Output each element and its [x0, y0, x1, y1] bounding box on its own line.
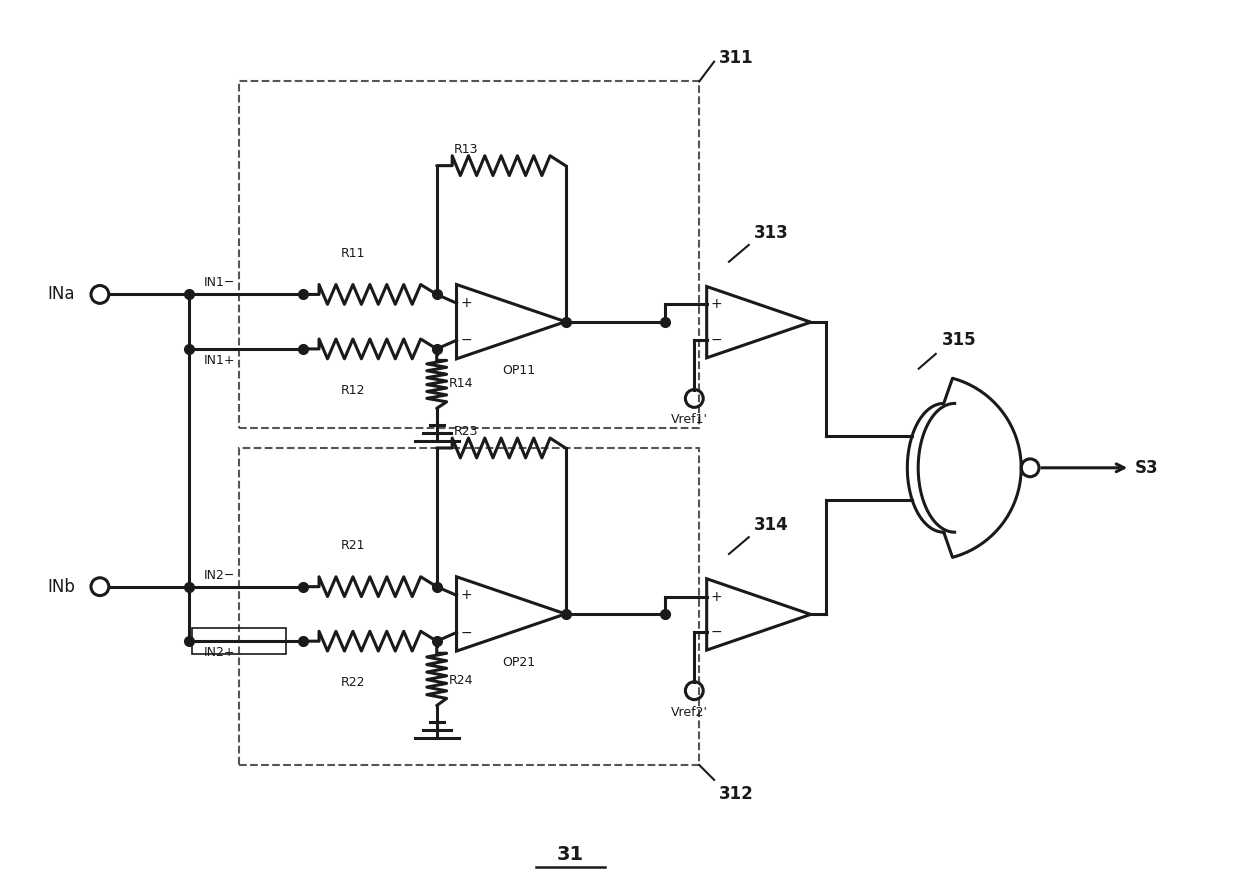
Text: −: −	[711, 625, 723, 639]
Text: Vref2': Vref2'	[671, 705, 708, 719]
Text: +: +	[711, 297, 723, 312]
Text: 315: 315	[941, 331, 976, 349]
Text: 313: 313	[754, 224, 789, 242]
Text: −: −	[460, 333, 472, 347]
Text: +: +	[711, 589, 723, 604]
Text: 311: 311	[719, 48, 754, 67]
Text: R12: R12	[340, 384, 365, 396]
Text: R14: R14	[449, 377, 474, 390]
Text: IN1−: IN1−	[203, 277, 236, 289]
Text: INa: INa	[47, 286, 76, 304]
Text: 312: 312	[719, 785, 754, 803]
Text: R11: R11	[340, 246, 365, 260]
Text: R21: R21	[340, 539, 365, 552]
Text: IN2+: IN2+	[203, 647, 236, 659]
Text: 314: 314	[754, 516, 789, 534]
Text: R13: R13	[454, 143, 479, 155]
Text: OP21: OP21	[502, 656, 536, 669]
Text: INb: INb	[47, 578, 76, 596]
Text: IN2−: IN2−	[203, 569, 236, 581]
Text: IN1+: IN1+	[203, 354, 236, 367]
Text: +: +	[460, 296, 472, 310]
Text: S3: S3	[1135, 459, 1158, 477]
Text: R24: R24	[449, 674, 474, 688]
Text: Vref1': Vref1'	[671, 413, 708, 426]
Text: 31: 31	[557, 845, 584, 864]
Text: −: −	[460, 625, 472, 639]
Text: R23: R23	[454, 425, 479, 438]
Text: OP11: OP11	[502, 363, 536, 377]
Text: +: +	[460, 588, 472, 603]
Text: −: −	[711, 333, 723, 347]
Text: R22: R22	[340, 676, 365, 689]
